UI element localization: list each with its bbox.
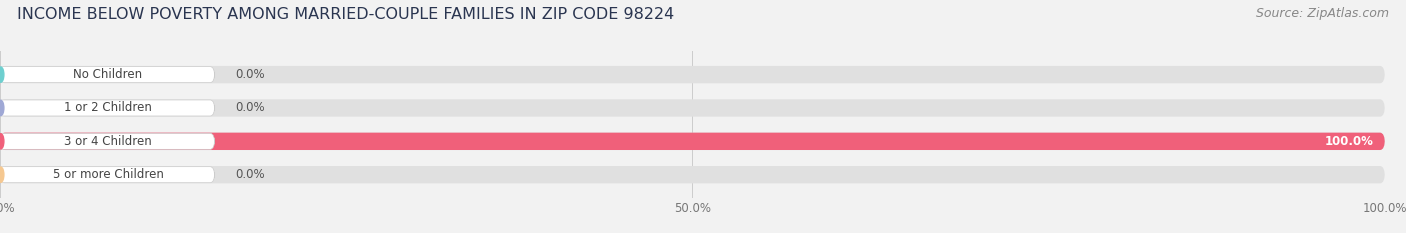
- Text: 100.0%: 100.0%: [1324, 135, 1374, 148]
- Circle shape: [0, 67, 4, 82]
- Text: Source: ZipAtlas.com: Source: ZipAtlas.com: [1256, 7, 1389, 20]
- FancyBboxPatch shape: [0, 133, 1385, 150]
- Text: INCOME BELOW POVERTY AMONG MARRIED-COUPLE FAMILIES IN ZIP CODE 98224: INCOME BELOW POVERTY AMONG MARRIED-COUPL…: [17, 7, 673, 22]
- Text: No Children: No Children: [73, 68, 142, 81]
- FancyBboxPatch shape: [0, 99, 1385, 117]
- FancyBboxPatch shape: [0, 66, 1385, 83]
- Text: 0.0%: 0.0%: [235, 102, 266, 114]
- Text: 1 or 2 Children: 1 or 2 Children: [65, 102, 152, 114]
- Circle shape: [0, 100, 4, 116]
- Text: 5 or more Children: 5 or more Children: [52, 168, 163, 181]
- FancyBboxPatch shape: [0, 166, 1385, 183]
- Text: 0.0%: 0.0%: [235, 68, 266, 81]
- Circle shape: [0, 167, 4, 182]
- FancyBboxPatch shape: [0, 167, 215, 183]
- FancyBboxPatch shape: [0, 133, 1385, 150]
- FancyBboxPatch shape: [0, 67, 215, 83]
- Text: 3 or 4 Children: 3 or 4 Children: [65, 135, 152, 148]
- Text: 0.0%: 0.0%: [235, 168, 266, 181]
- FancyBboxPatch shape: [0, 133, 215, 149]
- FancyBboxPatch shape: [0, 100, 215, 116]
- Circle shape: [0, 134, 4, 149]
